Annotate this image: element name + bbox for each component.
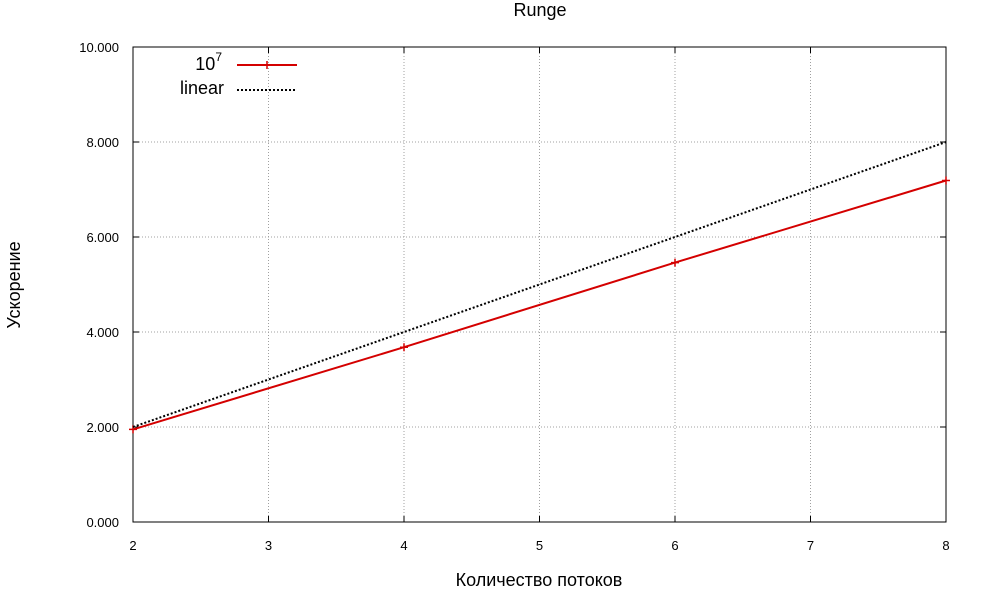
x-tick-label: 8 [942, 538, 949, 553]
series-1-line [132, 179, 947, 431]
y-tick-label: 8.000 [86, 135, 119, 150]
x-tick-label: 7 [807, 538, 814, 553]
svg-text:107: 107 [195, 50, 222, 74]
x-tick-label: 3 [265, 538, 272, 553]
x-axis-label: Количество потоков [456, 570, 623, 590]
series-1-point [400, 343, 408, 352]
legend: 107 linear [180, 50, 297, 98]
legend-label-linear: linear [180, 78, 224, 98]
series-1-point [942, 176, 950, 185]
legend-label-series-1: 10 [195, 54, 215, 74]
legend-marker-series-1 [263, 61, 271, 69]
x-tick-label: 2 [129, 538, 136, 553]
y-tick-label: 4.000 [86, 325, 119, 340]
axis-ticks: 2 3 4 5 6 7 8 0.000 2.000 4.000 6.000 8.000 10.000 [79, 40, 949, 553]
legend-item-linear: linear [180, 78, 297, 98]
y-tick-label: 10.000 [79, 40, 119, 55]
x-tick-label: 5 [536, 538, 543, 553]
y-tick-label: 6.000 [86, 230, 119, 245]
x-tick-label: 4 [400, 538, 407, 553]
y-tick-label: 0.000 [86, 515, 119, 530]
y-axis-label: Ускорение [4, 241, 24, 328]
series-linear-line [132, 141, 947, 428]
grid [133, 47, 946, 522]
series [129, 141, 950, 434]
y-tick-label: 2.000 [86, 420, 119, 435]
legend-label-series-1-exponent: 7 [215, 50, 222, 64]
legend-item-series-1: 107 [195, 50, 297, 74]
series-1-point [671, 258, 679, 267]
chart-title: Runge [513, 0, 566, 20]
x-tick-label: 6 [671, 538, 678, 553]
